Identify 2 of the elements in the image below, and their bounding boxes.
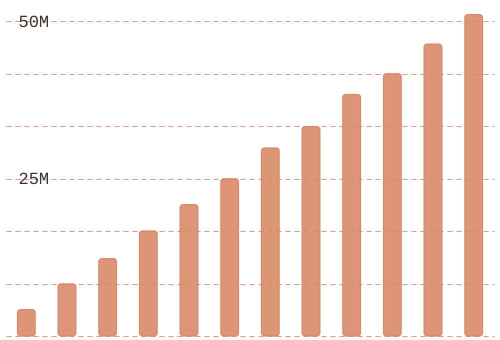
y-tick-label: 25M [18, 171, 50, 190]
y-tick-label: 50M [18, 14, 50, 33]
